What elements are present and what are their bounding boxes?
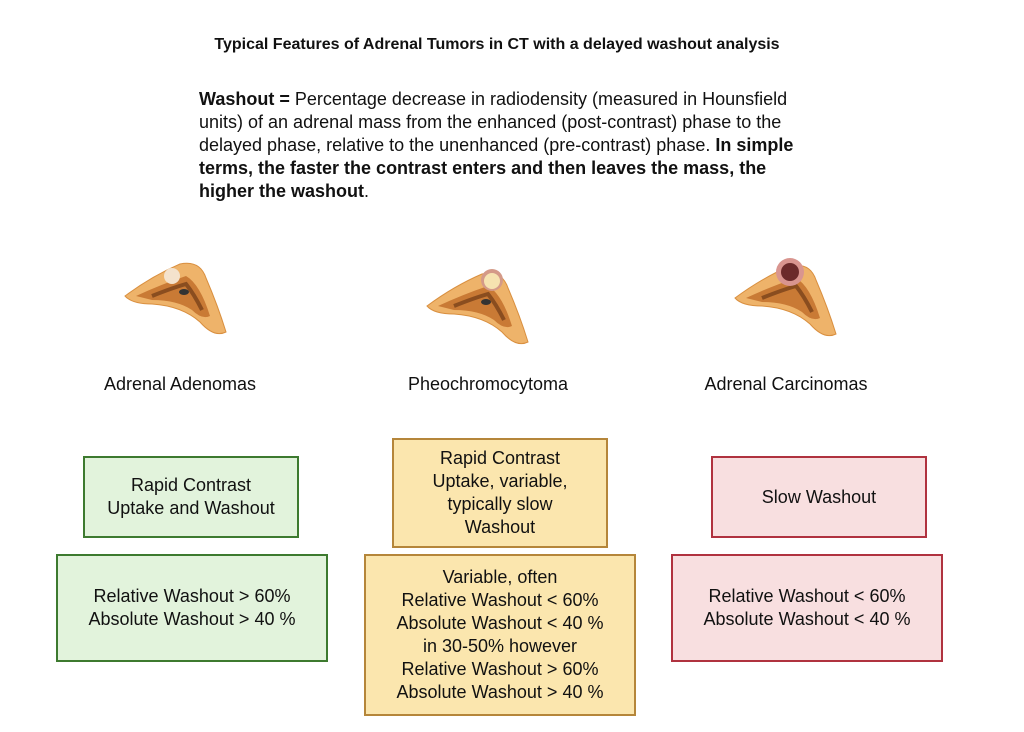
label-adrenal-adenomas: Adrenal Adenomas	[103, 374, 257, 394]
box-line: Absolute Washout < 40 %	[396, 613, 604, 633]
box-line: Relative Washout < 60%	[401, 590, 599, 610]
adrenal-adenoma-illustration	[124, 262, 227, 335]
definition-summary: In simple terms, the faster the contrast…	[199, 135, 794, 201]
pheochromocytoma-illustration	[426, 269, 529, 345]
box-line: Rapid Contrast	[130, 475, 252, 495]
carcinoma-uptake-box: Slow Washout	[711, 456, 927, 538]
pheochromocytoma-washout-box: Variable, often Relative Washout < 60% Abs…	[364, 554, 636, 716]
box-line: Slow Washout	[761, 486, 877, 507]
adenoma-washout-box: Relative Washout > 60% Absolute Washout >…	[56, 554, 328, 662]
adrenal-carcinoma-illustration	[734, 258, 837, 337]
box-line: typically slow	[447, 494, 553, 514]
definition-term: Washout =	[199, 89, 290, 109]
carcinoma-washout-box: Relative Washout < 60% Absolute Washout <…	[671, 554, 943, 662]
box-line: Variable, often	[442, 567, 558, 587]
definition-end: .	[364, 181, 370, 201]
label-adrenal-carcinomas: Adrenal Carcinomas	[704, 374, 868, 394]
washout-definition: Washout = Percentage decrease in radiode…	[199, 88, 819, 203]
box-line: Absolute Washout > 40 %	[88, 609, 296, 629]
box-line: Washout	[464, 517, 536, 537]
box-line: Absolute Washout < 40 %	[703, 609, 911, 629]
box-line: Relative Washout > 60%	[93, 586, 291, 606]
box-line: Absolute Washout > 40 %	[396, 682, 604, 702]
diagram-title: Typical Features of Adrenal Tumors in CT…	[214, 36, 780, 53]
label-pheochromocytoma: Pheochromocytoma	[407, 374, 569, 394]
adenoma-uptake-box: Rapid Contrast Uptake and Washout	[83, 456, 299, 538]
box-line: Rapid Contrast	[439, 448, 561, 468]
box-line: Uptake, variable,	[432, 471, 568, 491]
box-line: Relative Washout < 60%	[708, 586, 906, 606]
box-line: in 30-50% however	[422, 636, 578, 656]
definition-text: Percentage decrease in radiodensity (mea…	[199, 89, 788, 155]
box-line: Uptake and Washout	[107, 498, 275, 518]
box-line: Relative Washout > 60%	[401, 659, 599, 679]
pheochromocytoma-uptake-box: Rapid Contrast Uptake, variable, typically…	[392, 438, 608, 548]
